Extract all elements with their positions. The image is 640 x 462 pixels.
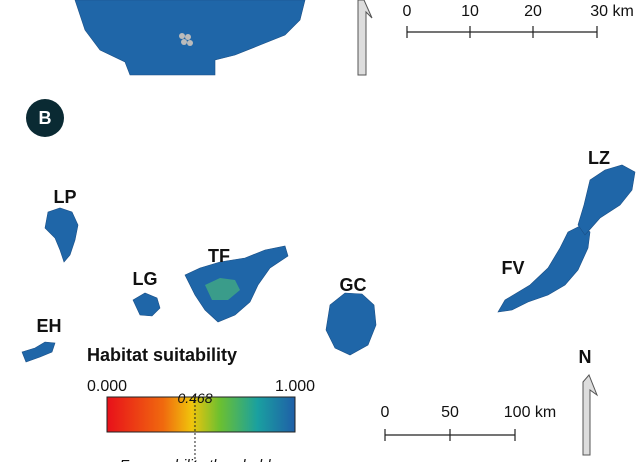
- island-label: EH: [36, 316, 61, 336]
- panel-badge: [26, 99, 64, 137]
- sample-points: [179, 33, 193, 46]
- scale-label: 0: [403, 3, 412, 20]
- island-lp: [44, 207, 79, 263]
- island-label: GC: [340, 275, 367, 295]
- island-label: LG: [133, 269, 158, 289]
- legend-min: 0.000: [87, 378, 127, 395]
- scale-label: 20: [524, 3, 542, 20]
- north-arrow: [582, 374, 599, 456]
- threshold-name: Favourability threshold: [120, 457, 272, 462]
- island-label: LZ: [588, 148, 610, 168]
- island-tf-core: [205, 278, 240, 300]
- scale-bar-a: 0 10 20 30 km: [403, 3, 634, 38]
- north-label: N: [579, 347, 592, 367]
- scale-label: 50: [441, 404, 459, 421]
- island-fv: [497, 224, 591, 313]
- island-lg: [132, 292, 161, 317]
- island-gc: [325, 292, 377, 356]
- scale-label: 0: [381, 404, 390, 421]
- island-eh: [21, 341, 56, 363]
- scale-label: 100 km: [504, 404, 556, 421]
- legend-title: Habitat suitability: [87, 345, 237, 365]
- north-arrow: [357, 0, 373, 76]
- island-label: LP: [53, 187, 76, 207]
- threshold-label: 0.468: [177, 390, 212, 406]
- scale-bar-b: 0 50 100 km: [381, 404, 556, 441]
- colorbar: [106, 396, 296, 433]
- scale-label: 10: [461, 3, 479, 20]
- island-label: FV: [501, 258, 524, 278]
- legend-max: 1.000: [275, 378, 315, 395]
- island-label: TF: [208, 246, 230, 266]
- island-lz: [577, 164, 636, 236]
- panel-label: B: [39, 108, 52, 128]
- scale-label: 30 km: [590, 3, 634, 20]
